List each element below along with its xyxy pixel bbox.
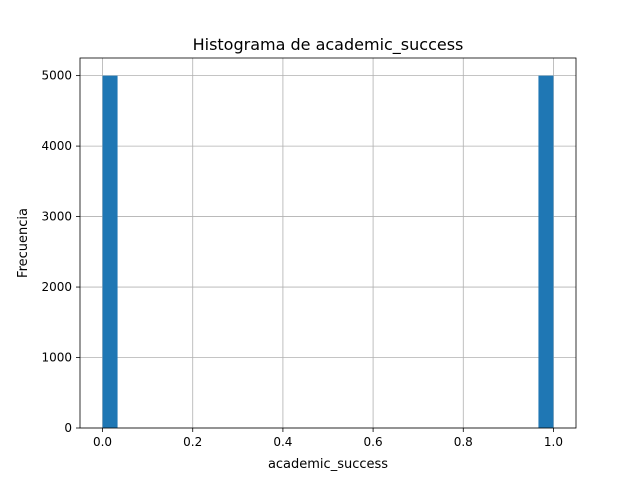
y-tick-label-5: 5000 xyxy=(41,69,72,83)
plot-frame xyxy=(79,57,577,429)
x-tick-label-2: 0.4 xyxy=(273,435,292,449)
bars-layer xyxy=(102,75,554,428)
y-tick-label-4: 4000 xyxy=(41,139,72,153)
histogram-bar-0 xyxy=(102,75,118,428)
x-axis-label: academic_success xyxy=(268,457,388,472)
x-tick-label-1: 0.2 xyxy=(183,435,202,449)
chart-title: Histograma de academic_success xyxy=(193,35,464,55)
x-tick-label-5: 1.0 xyxy=(544,435,563,449)
y-tick-label-0: 0 xyxy=(64,421,72,435)
grid-layer xyxy=(80,58,576,429)
x-tick-label-3: 0.6 xyxy=(364,435,383,449)
y-tick-label-1: 1000 xyxy=(41,351,72,365)
x-tick-label-4: 0.8 xyxy=(454,435,473,449)
y-tick-label-3: 3000 xyxy=(41,210,72,224)
y-tick-label-2: 2000 xyxy=(41,280,72,294)
x-tick-label-0: 0.0 xyxy=(93,435,112,449)
ticks-layer: 0.0 0.2 0.4 0.6 0.8 1.0 0 1000 2000 3000 4000 5000 xyxy=(41,69,563,449)
y-axis-label: Frecuencia xyxy=(16,208,31,278)
histogram-bar-1 xyxy=(538,75,554,428)
